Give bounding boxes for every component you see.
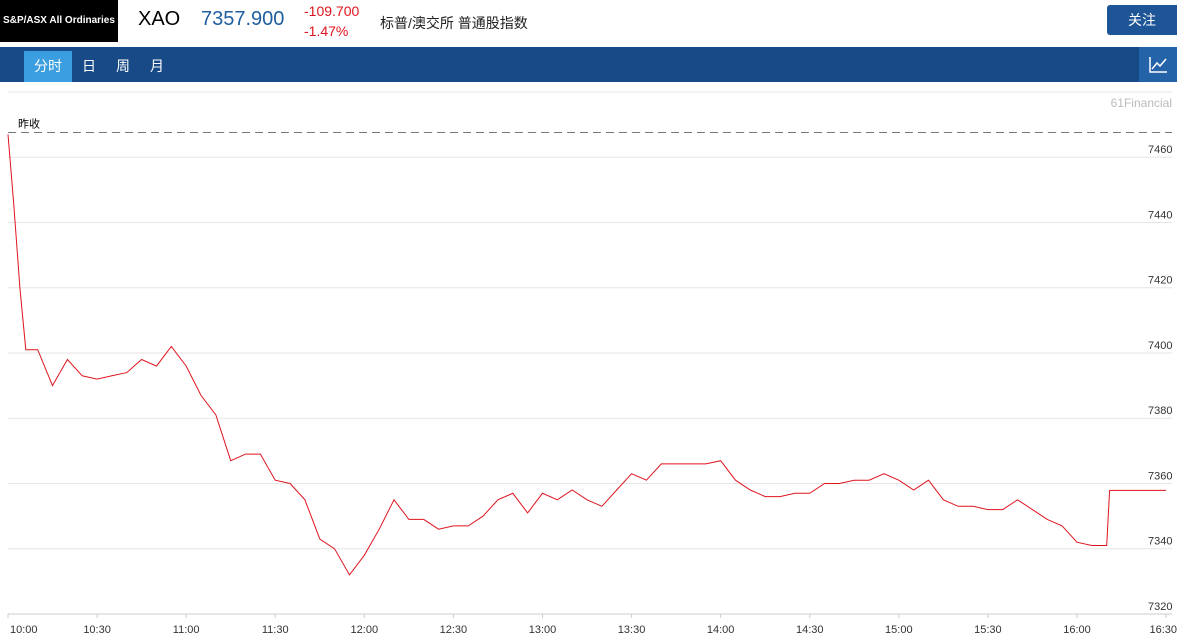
y-tick-label: 7360 [1148,470,1172,482]
x-tick-label: 12:30 [440,624,468,636]
tab[interactable]: 日 [82,58,96,74]
header: S&P/ASX All Ordinaries XAO 7357.900 -109… [0,0,1177,45]
chart: 61Financial 7320 7340 7360 7380 7400 7420 7440… [7,91,1177,636]
logo: S&P/ASX All Ordinaries [0,0,118,42]
watermark: 61Financial [1111,96,1172,110]
x-tick-label: 11:30 [262,624,289,636]
y-tick-label: 7400 [1148,340,1172,352]
y-tick-label: 7440 [1148,209,1172,221]
change-pct: -1.47% [304,23,349,39]
x-tick-label: 13:30 [618,624,646,636]
x-tick-label: 16:30 [1149,624,1177,636]
x-tick-label: 10:00 [10,624,38,636]
x-tick-label: 14:30 [796,624,824,636]
change: -109.700 [304,3,360,19]
index-name: 标普/澳交所 普通股指数 [380,15,528,31]
x-tick-label: 15:30 [974,624,1002,636]
y-tick-label: 7460 [1148,144,1172,156]
chart-icon[interactable] [1139,47,1177,82]
x-tick-label: 14:00 [707,624,735,636]
y-tick-label: 7320 [1148,601,1172,613]
tab[interactable]: 周 [116,58,130,74]
x-tick-label: 12:00 [351,624,379,636]
x-tick-label: 10:30 [83,624,111,636]
y-tick-label: 7420 [1148,275,1172,287]
prev-close-label: 昨收 [18,116,40,130]
follow-button[interactable]: 关注 [1107,5,1177,35]
price-line [7,134,1167,576]
x-tick-label: 13:00 [529,624,557,636]
symbol: XAO [138,8,181,30]
x-tick-label: 16:00 [1063,624,1091,636]
tab[interactable]: 月 [150,58,164,74]
x-tick-label: 15:00 [885,624,913,636]
chart-icon-glyph [1149,57,1167,73]
y-tick-label: 7380 [1148,405,1172,417]
nav-bar: 分时 日 周 月 [0,47,1177,82]
y-tick-label: 7340 [1148,536,1172,548]
tab[interactable]: 分时 [24,51,72,82]
x-tick-label: 11:00 [173,624,200,636]
price: 7357.900 [201,8,285,30]
